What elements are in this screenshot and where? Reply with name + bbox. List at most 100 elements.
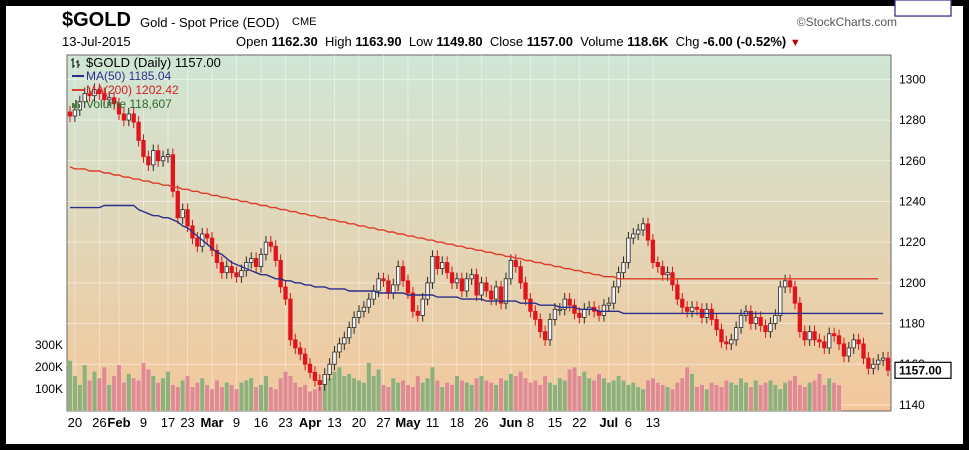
- price-bar: [885, 352, 891, 377]
- price-bar: [513, 254, 518, 273]
- price-bar: [82, 87, 87, 108]
- bar-body: [508, 260, 514, 280]
- volume-label: Volume: [580, 34, 624, 49]
- price-bar: [861, 337, 866, 365]
- bar-body: [645, 223, 651, 241]
- bar-body: [185, 209, 190, 227]
- volume-bar: [777, 388, 783, 412]
- bar-body: [660, 266, 665, 276]
- volume-bar: [150, 375, 156, 412]
- volume-bar: [503, 380, 509, 412]
- price-bar: [107, 91, 112, 106]
- price-bar: [219, 256, 225, 279]
- volume-bar: [180, 380, 186, 412]
- bar-body: [396, 266, 401, 286]
- bar-body: [817, 339, 822, 343]
- time-tick-label: 22: [572, 415, 586, 430]
- price-bar: [484, 276, 489, 298]
- bar-body: [827, 333, 832, 349]
- volume-bar: [248, 377, 254, 412]
- price-bar: [768, 317, 773, 338]
- volume-bar: [743, 382, 749, 412]
- price-bar: [787, 274, 793, 294]
- price-bar: [729, 333, 734, 350]
- price-bar: [214, 244, 220, 269]
- volume-bar: [537, 384, 543, 412]
- price-bar: [224, 260, 229, 279]
- price-bar: [631, 227, 636, 245]
- volume-bar: [581, 371, 587, 412]
- volume-bar: [528, 382, 533, 412]
- legend-volume-label: Volume 118,607: [86, 97, 172, 111]
- price-bar: [72, 103, 78, 123]
- price-bar: [542, 325, 548, 346]
- volume-bar: [586, 377, 592, 412]
- volume-bar: [753, 380, 759, 412]
- bar-body: [342, 337, 347, 345]
- volume-bar: [312, 388, 318, 412]
- volume-bar: [464, 382, 470, 412]
- bar-body: [459, 278, 465, 292]
- price-bar: [621, 256, 626, 279]
- volume-bar: [817, 373, 822, 412]
- price-bar: [239, 264, 244, 283]
- price-bar: [871, 358, 876, 375]
- volume-bar: [131, 377, 137, 412]
- volume-bar: [204, 384, 210, 412]
- bar-body: [214, 249, 220, 263]
- bar-body: [616, 272, 621, 288]
- bar-body: [253, 258, 259, 267]
- volume-bar: [562, 380, 568, 412]
- legend-ma200: MA(200) 1202.42: [72, 83, 179, 97]
- price-bar: [356, 305, 362, 324]
- bar-body: [738, 314, 744, 328]
- price-bar: [249, 252, 254, 269]
- price-bar: [822, 335, 827, 355]
- bar-body: [263, 241, 269, 255]
- price-bar: [459, 272, 465, 298]
- volume-bar: [430, 366, 435, 412]
- bar-body: [650, 239, 656, 263]
- price-bar: [660, 260, 665, 281]
- low-value: 1149.80: [436, 34, 483, 49]
- volume-bar: [92, 371, 97, 412]
- price-bar: [778, 280, 783, 322]
- price-bar: [797, 297, 802, 338]
- bar-body: [498, 286, 504, 304]
- price-bar: [263, 236, 269, 261]
- price-bar: [146, 150, 151, 171]
- bar-body: [513, 260, 518, 267]
- volume-bar: [307, 391, 313, 412]
- bar-body: [773, 314, 778, 324]
- price-bar: [102, 87, 107, 106]
- volume-bar: [288, 375, 293, 412]
- time-tick-label: 6: [625, 415, 632, 430]
- time-tick-label: 26: [474, 415, 488, 430]
- volume-bar: [552, 384, 558, 412]
- price-bar: [396, 260, 401, 291]
- volume-bar: [802, 386, 808, 412]
- bar-body: [454, 278, 460, 284]
- price-tick-label: 1220: [899, 235, 926, 249]
- volume-bar: [390, 377, 396, 412]
- ma200-line: [69, 166, 879, 280]
- price-bar: [572, 299, 577, 320]
- bar-body: [116, 103, 122, 115]
- price-tick-label: 1260: [899, 154, 926, 168]
- price-bar: [420, 293, 425, 322]
- price-bar: [640, 217, 646, 237]
- bar-body: [234, 272, 239, 278]
- volume-bar: [146, 369, 151, 412]
- bar-body: [636, 229, 641, 235]
- volume-bar: [234, 388, 239, 412]
- bar-body: [680, 298, 685, 308]
- volume-bar: [141, 362, 146, 412]
- price-bar: [342, 331, 347, 350]
- price-bar: [689, 301, 695, 318]
- time-tick-label: 8: [527, 415, 534, 430]
- bar-body: [239, 270, 244, 278]
- volume-bar: [273, 388, 279, 412]
- price-bars: [67, 83, 891, 391]
- volume-bar: [513, 375, 519, 412]
- volume-tick-label: 300K: [35, 338, 63, 352]
